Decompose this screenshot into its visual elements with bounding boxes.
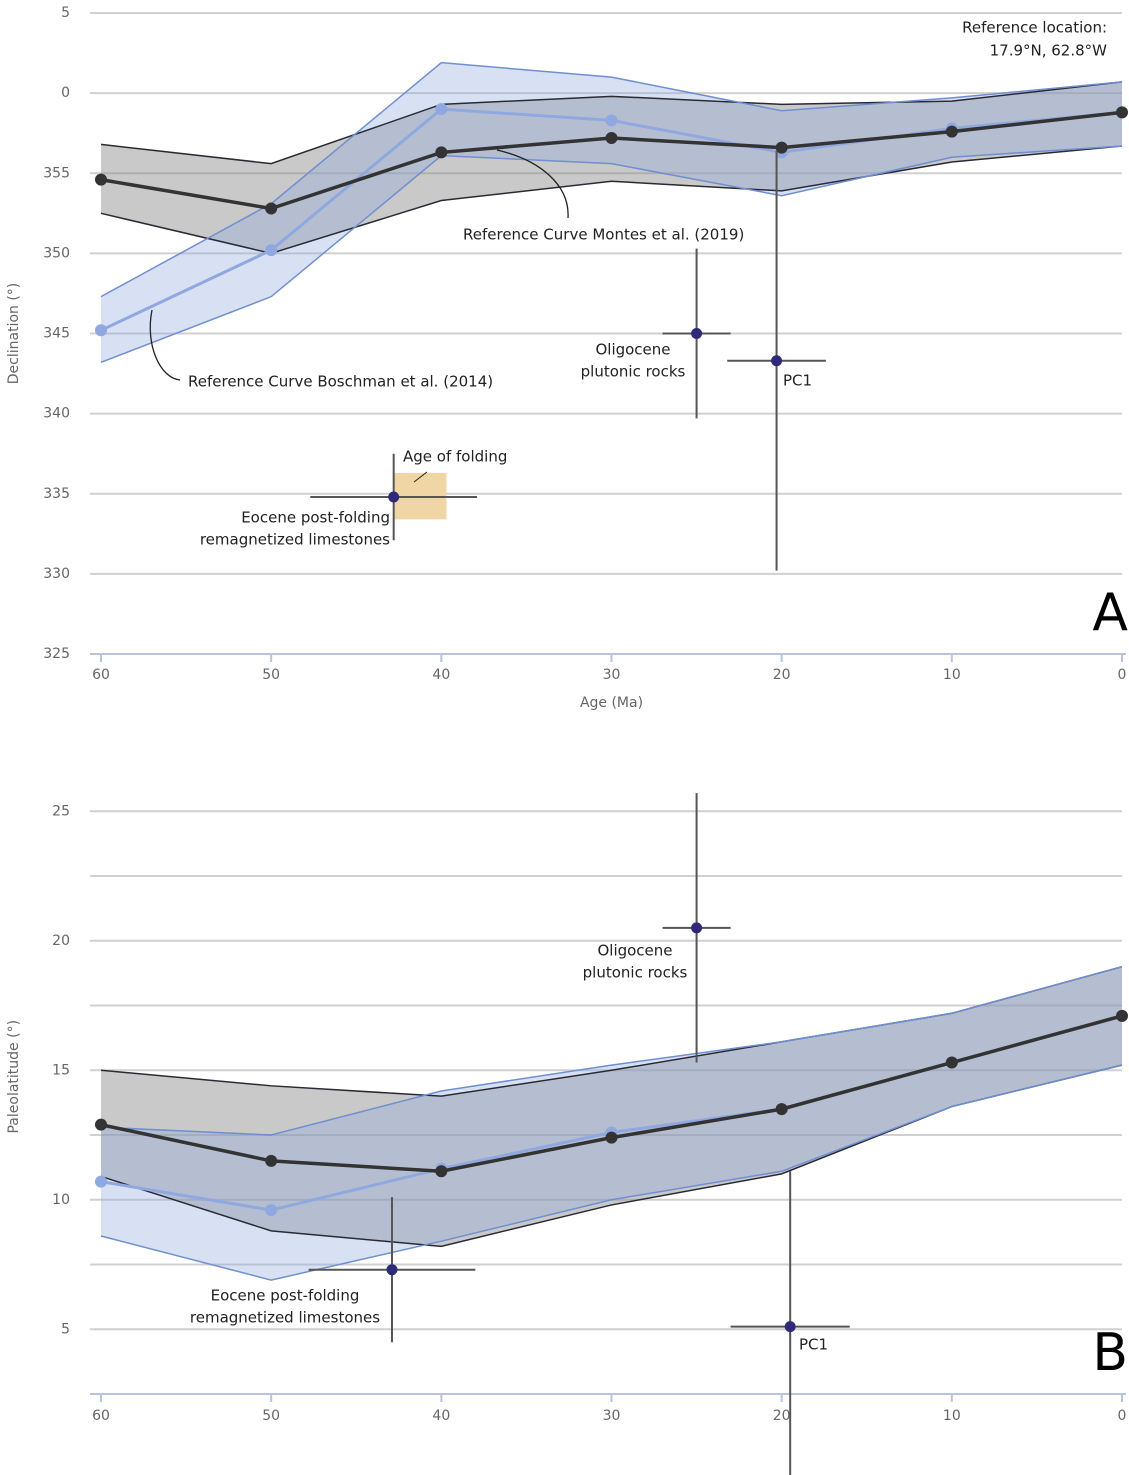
x-tick-label: 30 (603, 667, 621, 683)
x-tick-label: 40 (432, 667, 450, 683)
x-tick-label: 50 (262, 667, 280, 683)
curve-point (605, 114, 618, 127)
curve-point (95, 324, 107, 337)
annotation: Reference location: (962, 19, 1107, 37)
x-tick-label: 20 (773, 667, 791, 683)
x-tick-label: 10 (943, 667, 961, 683)
y-tick-label: 340 (43, 406, 70, 422)
curve-point (265, 1154, 278, 1167)
point-label: remagnetized limestones (190, 1309, 380, 1327)
x-axis-title: Age (Ma) (580, 695, 643, 711)
y-tick-label: 350 (43, 245, 70, 261)
point-label: Oligocene (595, 341, 670, 359)
x-tick-label: 10 (943, 1408, 961, 1424)
x-tick-label: 40 (432, 1408, 450, 1424)
confidence-band (101, 81, 1122, 254)
y-tick-label: 15 (52, 1062, 70, 1078)
x-tick-label: 60 (92, 667, 110, 683)
curve-point (95, 1175, 107, 1188)
data-point (691, 328, 703, 339)
point-label: plutonic rocks (581, 363, 686, 381)
curve-point (435, 103, 448, 116)
curve-point (265, 202, 278, 215)
data-point (388, 491, 400, 503)
curve-point (605, 1131, 618, 1144)
confidence-band (101, 966, 1122, 1247)
data-point (771, 355, 783, 367)
leader (149, 309, 181, 381)
y-tick-label: 5 (61, 5, 70, 21)
band-edge (100, 145, 1123, 364)
data-point (386, 1264, 398, 1276)
curve-point (265, 1204, 278, 1217)
y-axis-title: Declination (°) (6, 283, 22, 385)
curve-point (1116, 106, 1128, 119)
point-label: PC1 (799, 1336, 828, 1354)
point-label: Oligocene (597, 942, 672, 960)
leader (413, 471, 428, 483)
band-edge (100, 965, 1123, 1136)
point-label: Eocene post-folding (241, 509, 390, 527)
curve-point (775, 141, 788, 154)
curve-point (95, 173, 107, 186)
leader (496, 149, 569, 219)
y-tick-label: 10 (52, 1192, 70, 1208)
y-tick-label: 25 (52, 803, 70, 819)
curve-point (435, 146, 448, 159)
panel-label: B (1092, 1323, 1128, 1383)
panel: 5 10 15 20 25 60 50 40 30 20 10 0 Paleolatitude (°) O… (6, 793, 1128, 1475)
curve-point (435, 1165, 448, 1178)
x-tick-label: 0 (1118, 667, 1127, 683)
point-label: plutonic rocks (583, 964, 688, 982)
y-tick-label: 325 (43, 646, 70, 662)
x-tick-label: 50 (262, 1408, 280, 1424)
curve-point (945, 125, 958, 138)
curve-point (265, 244, 278, 257)
x-tick-label: 60 (92, 1408, 110, 1424)
curve-point (605, 131, 618, 144)
x-tick-label: 20 (773, 1408, 791, 1424)
point-label: remagnetized limestones (200, 531, 390, 549)
point-label: PC1 (783, 372, 812, 390)
curve-point (95, 1118, 107, 1131)
point-label: Eocene post-folding (211, 1287, 360, 1305)
folding-label: Age of folding (403, 448, 507, 466)
y-tick-label: 0 (61, 85, 70, 101)
y-tick-label: 345 (43, 326, 70, 342)
x-tick-label: 0 (1118, 1408, 1127, 1424)
band-edge (100, 81, 1123, 165)
curve-point (945, 1056, 958, 1069)
data-point (784, 1321, 796, 1333)
y-tick-label: 20 (52, 933, 70, 949)
data-point (691, 922, 703, 934)
confidence-band (101, 966, 1122, 1281)
y-tick-label: 335 (43, 486, 70, 502)
x-tick-label: 30 (603, 1408, 621, 1424)
series-label: Reference Curve Boschman et al. (2014) (188, 373, 493, 391)
y-axis-title: Paleolatitude (°) (6, 1020, 22, 1134)
y-tick-label: 355 (43, 165, 70, 181)
panel-label: A (1092, 583, 1128, 643)
curve-point (775, 1103, 788, 1116)
y-tick-label: 5 (61, 1321, 70, 1337)
confidence-band (101, 62, 1122, 363)
y-tick-label: 330 (43, 566, 70, 582)
series-label: Reference Curve Montes et al. (2019) (463, 226, 744, 244)
band-edge (100, 1064, 1123, 1281)
annotation: 17.9°N, 62.8°W (990, 42, 1108, 60)
curve-point (1116, 1009, 1128, 1022)
